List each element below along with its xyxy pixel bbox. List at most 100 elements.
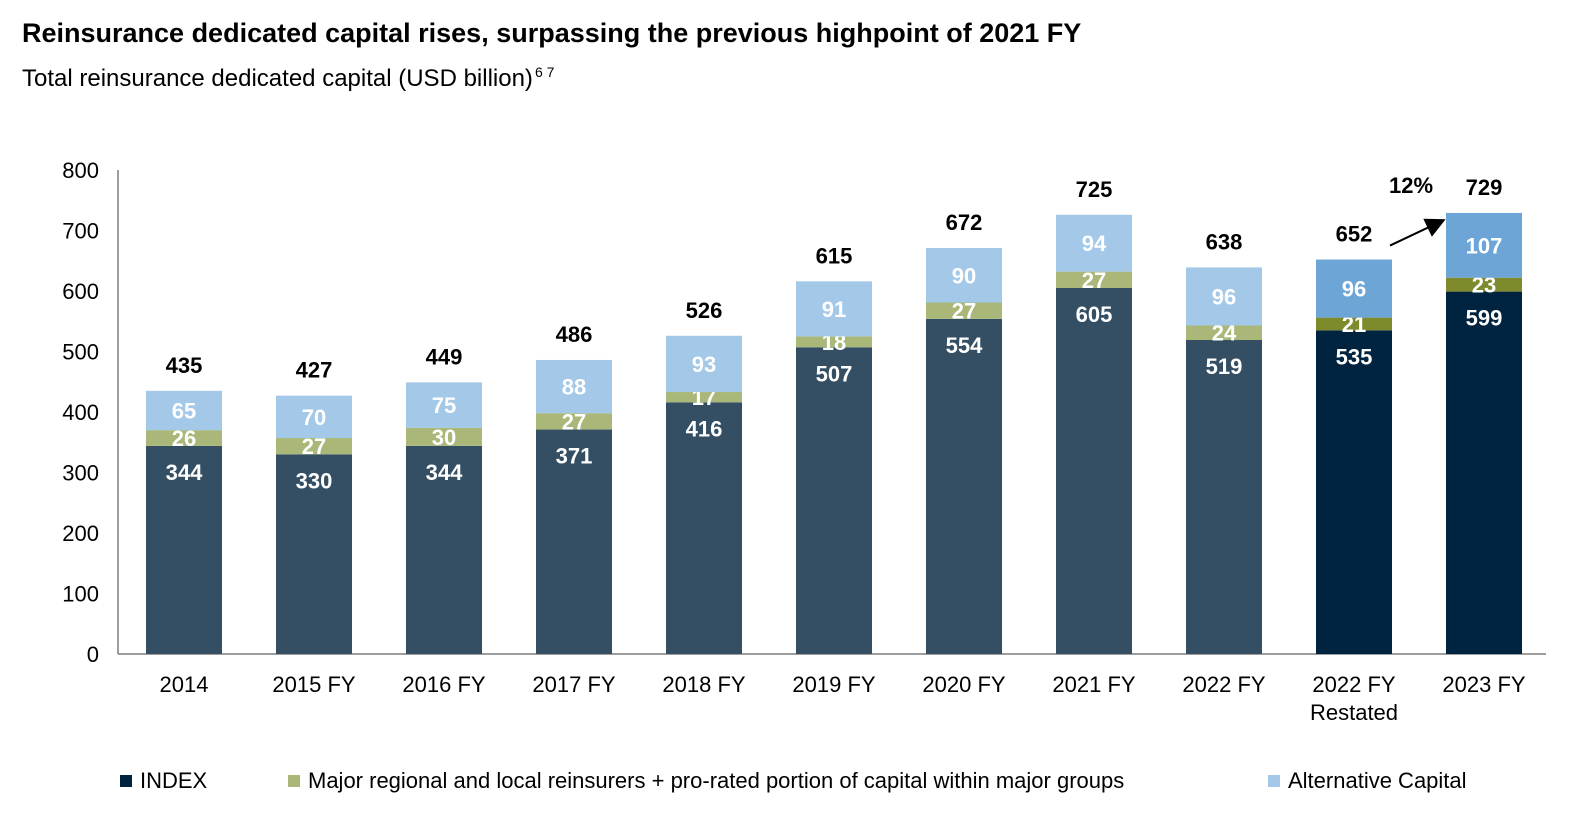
bar-segment-regional	[276, 438, 352, 455]
x-tick-label: 2021 FY	[1052, 672, 1135, 697]
legend-label-index: INDEX	[140, 768, 208, 793]
total-label: 486	[556, 322, 593, 347]
data-label-alternative: 75	[432, 393, 456, 418]
total-label: 729	[1466, 175, 1503, 200]
data-label-alternative: 93	[692, 352, 716, 377]
x-tick-label: 2022 FY	[1312, 672, 1395, 697]
bar-segment-index	[536, 429, 612, 654]
bar-segment-alternative	[1446, 212, 1522, 278]
x-tick-label: 2020 FY	[922, 672, 1005, 697]
bar-segment-index	[1186, 340, 1262, 654]
y-tick-label: 600	[62, 279, 99, 304]
bar-segment-index	[926, 318, 1002, 654]
total-label: 672	[946, 210, 983, 235]
data-label-index: 344	[426, 460, 463, 485]
bar-segment-alternative	[536, 359, 612, 414]
bar-segment-index	[276, 454, 352, 654]
y-tick-label: 200	[62, 521, 99, 546]
data-label-index: 371	[556, 444, 593, 469]
bar-segment-index	[796, 347, 872, 654]
bar-segment-alternative	[406, 382, 482, 428]
data-label-alternative: 96	[1342, 277, 1366, 302]
chart-title: Reinsurance dedicated capital rises, sur…	[22, 18, 1082, 48]
bar-segment-regional	[796, 336, 872, 348]
x-tick-label: 2017 FY	[532, 672, 615, 697]
total-label: 526	[686, 298, 723, 323]
subtitle-footnotes: 6 7	[534, 64, 555, 80]
data-label-index: 605	[1076, 302, 1113, 327]
bar-segment-regional	[406, 427, 482, 446]
legend-swatch-regional	[288, 775, 300, 787]
bar-segment-regional	[926, 302, 1002, 319]
data-label-alternative: 88	[562, 375, 586, 400]
x-tick-label: 2014	[160, 672, 209, 697]
bar-segment-regional	[536, 413, 612, 430]
data-label-regional: 27	[1082, 268, 1106, 293]
data-label-alternative: 107	[1466, 233, 1503, 258]
data-label-alternative: 91	[822, 297, 846, 322]
total-label: 427	[296, 358, 333, 383]
data-label-index: 507	[816, 361, 853, 386]
y-tick-label: 400	[62, 400, 99, 425]
data-label-regional: 30	[432, 425, 456, 450]
data-label-index: 344	[166, 460, 203, 485]
x-tick-label: Restated	[1310, 700, 1398, 725]
data-label-regional: 27	[302, 434, 326, 459]
data-label-index: 416	[686, 416, 723, 441]
legend-item-alternative: Alternative Capital	[1268, 768, 1467, 794]
data-label-index: 330	[296, 468, 333, 493]
bar-segment-alternative	[796, 281, 872, 337]
data-label-index: 535	[1336, 344, 1373, 369]
data-label-regional: 27	[952, 299, 976, 324]
legend-label-alternative: Alternative Capital	[1288, 768, 1467, 793]
bar-segment-alternative	[666, 335, 742, 393]
bar-segment-regional	[666, 392, 742, 403]
data-label-index: 599	[1466, 306, 1503, 331]
x-tick-label: 2015 FY	[272, 672, 355, 697]
bar-segment-regional	[1446, 277, 1522, 292]
stacked-bar-chart: 0 100 200 300 400 500 600 700 800 344 26 65 435 2014 3…	[62, 158, 1546, 725]
bar-segment-alternative	[1186, 267, 1262, 326]
growth-arrow	[1389, 218, 1446, 247]
bar-segment-index	[1056, 287, 1132, 654]
legend-label-regional: Major regional and local reinsurers + pr…	[308, 768, 1125, 793]
y-tick-label: 500	[62, 340, 99, 365]
x-tick-label: 2022 FY	[1182, 672, 1265, 697]
y-tick-label: 700	[62, 219, 99, 244]
bar-segment-index	[1316, 330, 1392, 654]
legend-item-regional: Major regional and local reinsurers + pr…	[288, 768, 1124, 794]
bar-segment-regional	[1056, 271, 1132, 288]
bar-segment-alternative	[146, 390, 222, 431]
total-label: 638	[1206, 229, 1243, 254]
data-label-alternative: 65	[172, 398, 196, 423]
x-tick-label: 2018 FY	[662, 672, 745, 697]
total-label: 435	[166, 353, 203, 378]
legend-item-index: INDEX	[120, 768, 207, 794]
bar-segment-alternative	[926, 248, 1002, 303]
x-tick-label: 2016 FY	[402, 672, 485, 697]
total-label: 652	[1336, 222, 1373, 247]
bar-segment-regional	[146, 430, 222, 446]
y-tick-label: 0	[87, 642, 99, 667]
growth-annotation-label: 12%	[1389, 173, 1433, 198]
bar-segment-index	[666, 402, 742, 654]
data-label-regional: 27	[562, 409, 586, 434]
data-label-alternative: 96	[1212, 284, 1236, 309]
data-label-alternative: 70	[302, 405, 326, 430]
total-label: 449	[426, 344, 463, 369]
bar-segment-index	[1446, 291, 1522, 654]
chart-subtitle: Total reinsurance dedicated capital (USD…	[22, 64, 554, 93]
data-label-index: 554	[946, 333, 983, 358]
data-label-regional: 26	[172, 426, 196, 451]
x-tick-label: 2023 FY	[1442, 672, 1525, 697]
y-tick-label: 300	[62, 461, 99, 486]
subtitle-text: Total reinsurance dedicated capital (USD…	[22, 65, 533, 92]
data-label-index: 519	[1206, 354, 1243, 379]
x-tick-label: 2019 FY	[792, 672, 875, 697]
data-label-alternative: 94	[1082, 231, 1107, 256]
y-tick-label: 100	[62, 582, 99, 607]
bar-segment-index	[406, 445, 482, 654]
bar-segment-regional	[1186, 325, 1262, 341]
bar-segment-index	[146, 445, 222, 654]
bar-segment-regional	[1316, 317, 1392, 331]
